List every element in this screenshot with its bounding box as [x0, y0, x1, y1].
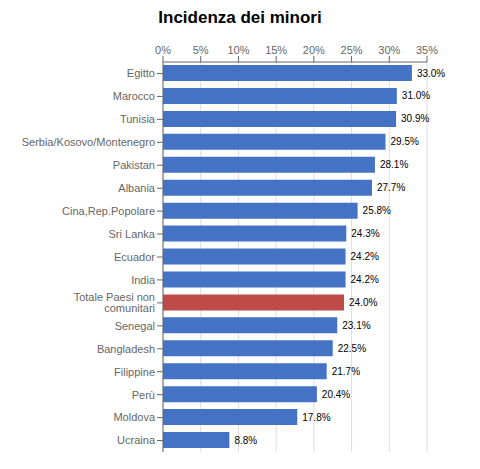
svg-text:28.1%: 28.1% — [380, 159, 408, 170]
svg-text:22.5%: 22.5% — [338, 343, 366, 354]
svg-text:Serbia/Kosovo/Montenegro: Serbia/Kosovo/Montenegro — [22, 136, 155, 148]
svg-text:Senegal: Senegal — [115, 320, 155, 332]
svg-text:Egitto: Egitto — [127, 67, 155, 79]
svg-text:30%: 30% — [378, 44, 400, 56]
svg-text:0%: 0% — [155, 44, 171, 56]
svg-text:Moldova: Moldova — [113, 411, 155, 423]
svg-text:24.0%: 24.0% — [349, 297, 377, 308]
svg-text:10%: 10% — [227, 44, 249, 56]
svg-text:Perù: Perù — [132, 389, 155, 401]
svg-text:Totale Paesi noncomunitari: Totale Paesi noncomunitari — [74, 291, 155, 314]
svg-text:20.4%: 20.4% — [322, 389, 350, 400]
svg-text:23.1%: 23.1% — [342, 320, 370, 331]
svg-text:24.2%: 24.2% — [351, 274, 379, 285]
html-text:Incidenza dei minori: Incidenza dei minori — [158, 8, 322, 27]
svg-text:30.9%: 30.9% — [401, 113, 429, 124]
svg-text:20%: 20% — [303, 44, 325, 56]
svg-text:Albania: Albania — [118, 182, 156, 194]
svg-text:Tunisia: Tunisia — [120, 113, 156, 125]
svg-text:Ecuador: Ecuador — [114, 251, 155, 263]
svg-text:33.0%: 33.0% — [417, 68, 445, 79]
svg-text:Pakistan: Pakistan — [113, 159, 155, 171]
svg-text:21.7%: 21.7% — [332, 366, 360, 377]
svg-text:25.8%: 25.8% — [363, 205, 391, 216]
svg-text:24.3%: 24.3% — [351, 228, 379, 239]
svg-text:8.8%: 8.8% — [234, 435, 257, 446]
svg-text:Filippine: Filippine — [114, 366, 155, 378]
svg-text:5%: 5% — [193, 44, 209, 56]
svg-text:Bangladesh: Bangladesh — [97, 343, 155, 355]
svg-text:31.0%: 31.0% — [402, 90, 430, 101]
svg-text:Cina,Rep.Popolare: Cina,Rep.Popolare — [62, 205, 155, 217]
svg-text:India: India — [131, 274, 156, 286]
svg-text:Sri Lanka: Sri Lanka — [109, 228, 156, 240]
svg-text:29.5%: 29.5% — [391, 136, 419, 147]
svg-text:Ucraina: Ucraina — [117, 434, 156, 446]
svg-text:35%: 35% — [416, 44, 438, 56]
svg-text:Marocco: Marocco — [113, 90, 155, 102]
svg-text:25%: 25% — [341, 44, 363, 56]
svg-text:17.8%: 17.8% — [302, 412, 330, 423]
svg-text:27.7%: 27.7% — [377, 182, 405, 193]
svg-text:15%: 15% — [265, 44, 287, 56]
svg-text:24.2%: 24.2% — [351, 251, 379, 262]
